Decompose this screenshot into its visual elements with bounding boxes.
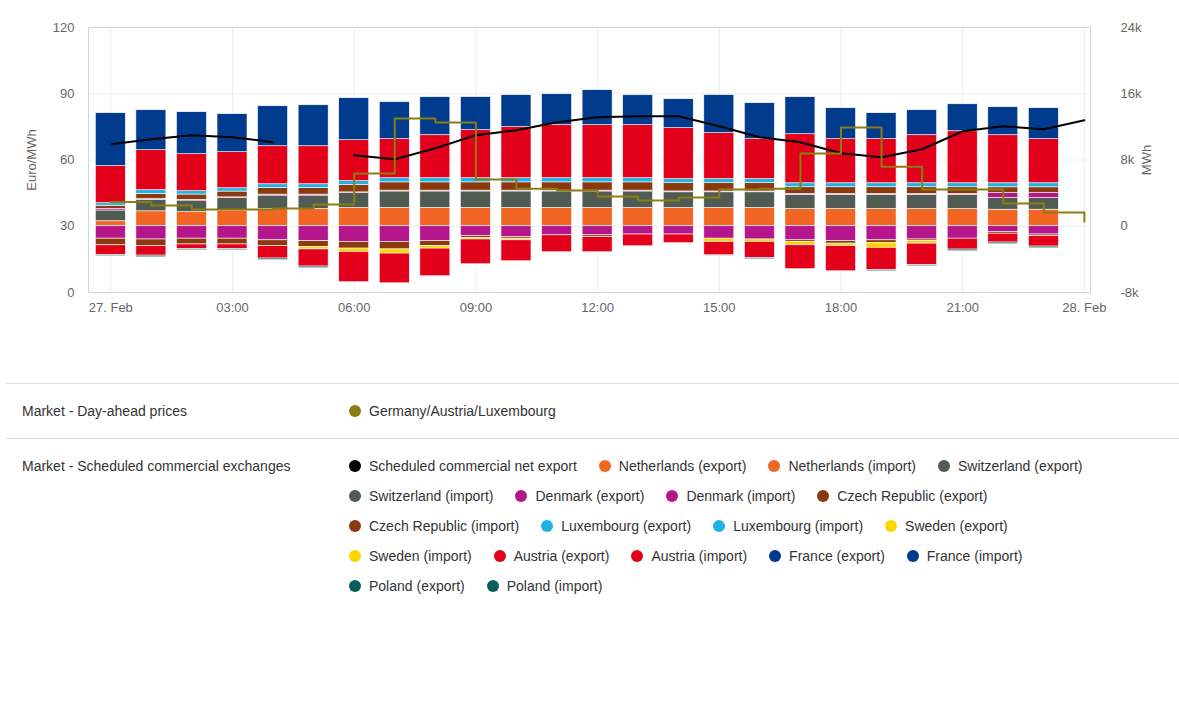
- html-text:Netherlands (import): Netherlands (import): [788, 458, 916, 474]
- html-text:Austria (export): Austria (export): [513, 548, 610, 564]
- svg-text:0: 0: [67, 285, 74, 300]
- svg-text:16k: 16k: [1121, 86, 1142, 101]
- html-text:Market - Day-ahead prices: Market - Day-ahead prices: [22, 403, 187, 419]
- svg-text:12:00: 12:00: [581, 300, 614, 315]
- svg-text:60: 60: [60, 152, 74, 167]
- svg-text:06:00: 06:00: [338, 300, 371, 315]
- html-text:Sweden (import): Sweden (import): [369, 548, 472, 564]
- html-text:Denmark (import): Denmark (import): [686, 488, 796, 504]
- html-text:Czech Republic (import): Czech Republic (import): [369, 518, 520, 534]
- svg-text:28. Feb: 28. Feb: [1062, 300, 1106, 315]
- html-text:Poland (export): Poland (export): [369, 578, 465, 594]
- html-text:Scheduled commercial net expor: Scheduled commercial net export: [369, 458, 577, 474]
- html-text:Luxembourg (export): Luxembourg (export): [561, 518, 692, 534]
- html-text:France (import): France (import): [926, 548, 1023, 564]
- html-text:Market - Scheduled commercial: Market - Scheduled commercial exchanges: [22, 458, 291, 474]
- svg-text:15:00: 15:00: [703, 300, 736, 315]
- svg-text:30: 30: [60, 218, 74, 233]
- svg-text:09:00: 09:00: [460, 300, 493, 315]
- svg-text:21:00: 21:00: [946, 300, 979, 315]
- svg-text:03:00: 03:00: [216, 300, 249, 315]
- html-text:Poland (import): Poland (import): [506, 578, 603, 594]
- svg-text:8k: 8k: [1121, 152, 1135, 167]
- html-text:Switzerland (import): Switzerland (import): [369, 488, 494, 504]
- html-text:Netherlands (export): Netherlands (export): [618, 458, 747, 474]
- svg-text:90: 90: [60, 86, 74, 101]
- svg-text:0: 0: [1121, 218, 1128, 233]
- svg-text:120: 120: [53, 20, 75, 35]
- svg-text:24k: 24k: [1121, 20, 1142, 35]
- html-text:Denmark (export): Denmark (export): [535, 488, 645, 504]
- html-text:Germany/Austria/Luxembourg: Germany/Austria/Luxembourg: [369, 403, 556, 419]
- svg-text:Euro/MWh: Euro/MWh: [24, 129, 39, 190]
- html-text:Czech Republic (export): Czech Republic (export): [837, 488, 988, 504]
- html-text:Austria (import): Austria (import): [651, 548, 748, 564]
- html-text:Switzerland (export): Switzerland (export): [958, 458, 1083, 474]
- html-text:France (export): France (export): [789, 548, 885, 564]
- svg-text:18:00: 18:00: [825, 300, 858, 315]
- svg-text:-8k: -8k: [1121, 285, 1140, 300]
- html-text:Luxembourg (import): Luxembourg (import): [733, 518, 864, 534]
- html-text:Sweden (export): Sweden (export): [905, 518, 1008, 534]
- svg-text:27. Feb: 27. Feb: [89, 300, 133, 315]
- svg-text:MWh: MWh: [1139, 145, 1154, 175]
